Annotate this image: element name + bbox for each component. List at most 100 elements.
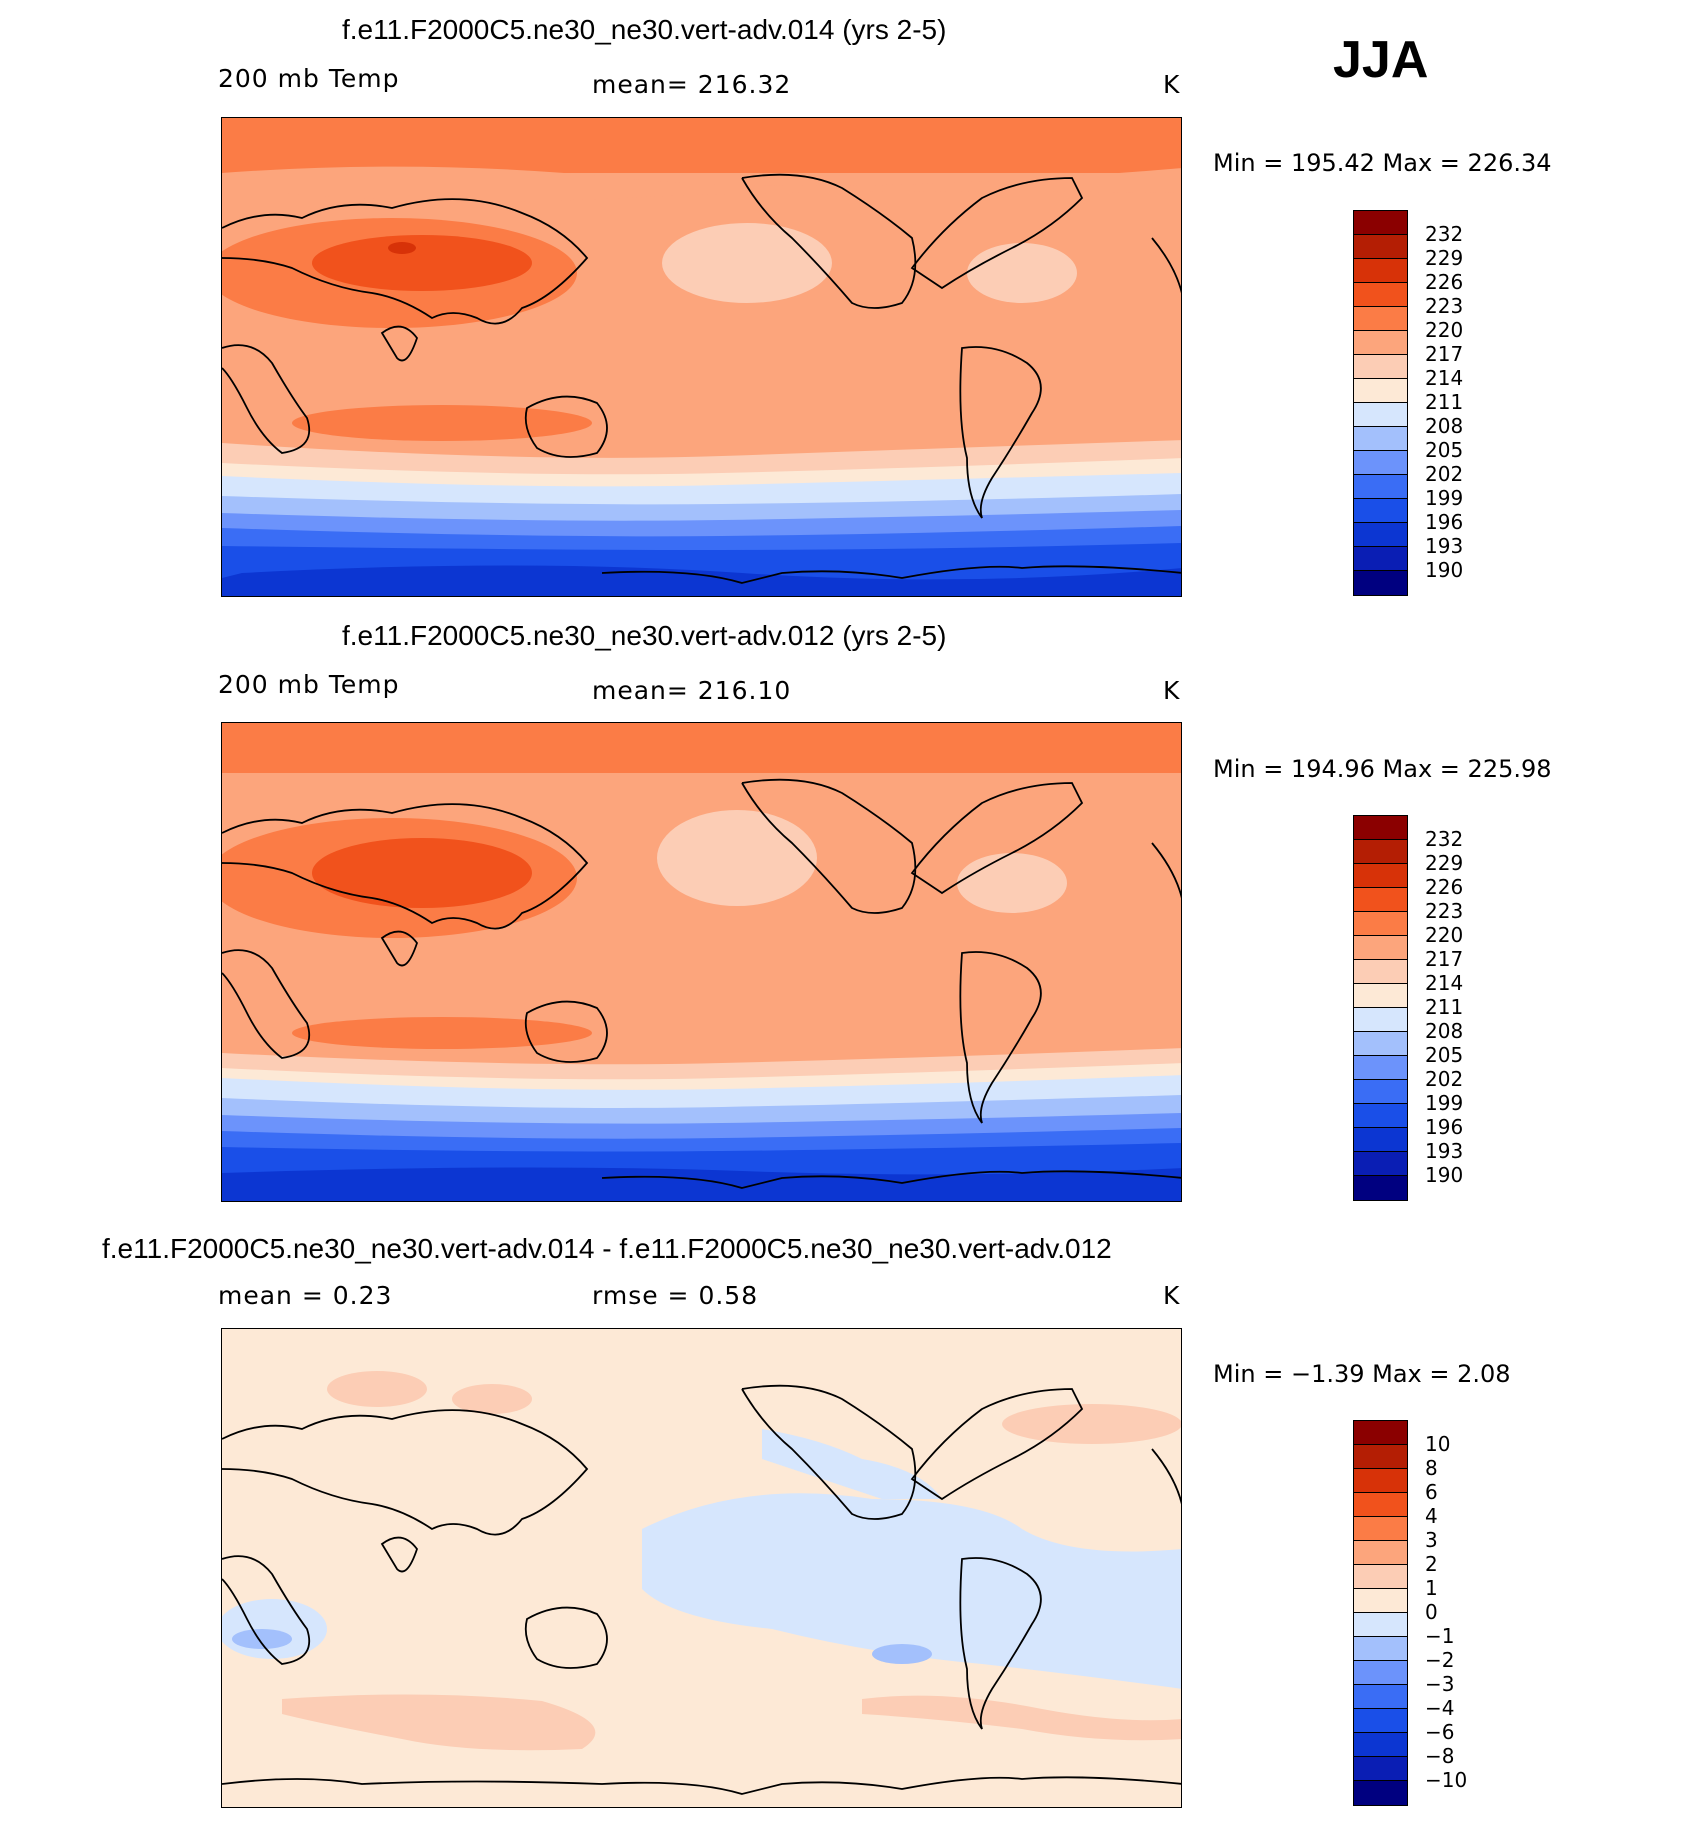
panel-2-pacific-cool	[657, 810, 817, 906]
panel-3-rmse-label: rmse = 0.58	[592, 1281, 759, 1310]
panel-2-mean-label: mean= 216.10	[592, 676, 792, 705]
australia-outline	[524, 1000, 608, 1063]
panel-3-pacific-negative	[642, 1493, 1181, 1689]
panel-2-swatch	[1354, 864, 1407, 888]
antarctica-outline	[222, 1776, 1181, 1795]
panel-1-colorbar-label: 229	[1425, 246, 1464, 270]
panel-2-colorbar-label: 193	[1425, 1139, 1464, 1163]
panel-1-swatch	[1354, 259, 1407, 283]
panel-2-colorbar-label: 199	[1425, 1091, 1464, 1115]
panel-3-southern-positive-2	[862, 1695, 1181, 1741]
panel-1-colorbar-label: 193	[1425, 534, 1464, 558]
panel-1-title: f.e11.F2000C5.ne30_ne30.vert-adv.014 (yr…	[342, 14, 947, 45]
panel-3-colorbar-label: −6	[1425, 1720, 1455, 1744]
panel-1-swatch	[1354, 499, 1407, 523]
panel-1-colorbar-label: 202	[1425, 462, 1464, 486]
panel-3-swatch	[1354, 1781, 1407, 1805]
panel-3-swatch	[1354, 1613, 1407, 1637]
panel-3-colorbar	[1353, 1420, 1408, 1806]
panel-3-continent-outlines	[222, 1384, 1181, 1795]
panel-1-colorbar-label: 217	[1425, 342, 1464, 366]
panel-1-colorbar-label: 232	[1425, 222, 1464, 246]
panel-3-atlantic-positive	[1002, 1404, 1181, 1444]
panel-3-eurasia-positive-1	[327, 1371, 427, 1407]
panel-3-swatch	[1354, 1421, 1407, 1445]
panel-1-swatch	[1354, 355, 1407, 379]
panel-3-swatch	[1354, 1445, 1407, 1469]
panel-1-colorbar-label: 223	[1425, 294, 1464, 318]
europe-edge-outline	[1151, 842, 1181, 899]
panel-2-colorbar-label: 232	[1425, 827, 1464, 851]
africa-outline	[222, 1555, 311, 1665]
panel-2-map	[221, 722, 1182, 1202]
europe-edge-outline	[1151, 1448, 1181, 1505]
south-america-outline	[959, 346, 1042, 519]
panel-2-swatch	[1354, 840, 1407, 864]
panel-1-swatch	[1354, 475, 1407, 499]
panel-1-swatch	[1354, 283, 1407, 307]
panel-2-south-warm	[292, 1017, 592, 1049]
panel-3-mean-label: mean = 0.23	[218, 1281, 393, 1310]
panel-2-colorbar-label: 226	[1425, 875, 1464, 899]
panel-1-swatch	[1354, 427, 1407, 451]
panel-3-swatch	[1354, 1661, 1407, 1685]
panel-2-swatch	[1354, 960, 1407, 984]
panel-2-colorbar-label: 220	[1425, 923, 1464, 947]
panel-3-swatch	[1354, 1517, 1407, 1541]
panel-2-colorbar-label: 214	[1425, 971, 1464, 995]
panel-3-swatch	[1354, 1637, 1407, 1661]
antarctica-outline	[601, 565, 1181, 584]
panel-1-swatch	[1354, 523, 1407, 547]
season-label: JJA	[1333, 31, 1429, 89]
australia-outline	[524, 1606, 608, 1669]
panel-2-colorbar-label: 202	[1425, 1067, 1464, 1091]
panel-2-colorbar-label: 196	[1425, 1115, 1464, 1139]
panel-2-colorbar-label: 208	[1425, 1019, 1464, 1043]
panel-2-units: K	[1163, 676, 1181, 705]
panel-3-colorbar-label: 1	[1425, 1576, 1438, 1600]
panel-3-title: f.e11.F2000C5.ne30_ne30.vert-adv.014 - f…	[102, 1233, 1112, 1264]
panel-1-colorbar-label: 226	[1425, 270, 1464, 294]
panel-2-swatch	[1354, 1056, 1407, 1080]
africa-outline	[222, 344, 311, 454]
panel-2-colorbar-label: 211	[1425, 995, 1464, 1019]
panel-3-southern-positive-1	[282, 1694, 596, 1751]
panel-3-africa-negative-core	[232, 1629, 292, 1649]
panel-1-swatch	[1354, 379, 1407, 403]
panel-3-colorbar-label: 0	[1425, 1600, 1438, 1624]
panel-1-colorbar-label: 190	[1425, 558, 1464, 582]
panel-1-swatch	[1354, 331, 1407, 355]
panel-2-swatch	[1354, 1008, 1407, 1032]
panel-3-swatch	[1354, 1589, 1407, 1613]
panel-2-swatch	[1354, 1128, 1407, 1152]
panel-3-colorbar-label: 4	[1425, 1504, 1438, 1528]
eurasia-outline	[222, 1409, 589, 1536]
panel-2-arctic-warm-band	[222, 723, 1181, 773]
europe-edge-outline	[1151, 237, 1181, 294]
panel-1-variable-label: 200 mb Temp	[218, 64, 400, 93]
panel-3-swatch	[1354, 1685, 1407, 1709]
panel-1-tibet-max	[388, 242, 416, 254]
south-america-outline	[959, 1557, 1042, 1730]
panel-3-colorbar-label: −4	[1425, 1696, 1455, 1720]
panel-1-mid-band	[222, 166, 1181, 202]
panel-3-colorbar-label: −3	[1425, 1672, 1455, 1696]
panel-1-swatch	[1354, 547, 1407, 571]
panel-3-colorbar-label: −10	[1425, 1768, 1468, 1792]
panel-2-swatch	[1354, 936, 1407, 960]
panel-3-pacific-negative-core	[872, 1644, 932, 1664]
panel-2-colorbar-label: 229	[1425, 851, 1464, 875]
panel-3-colorbar-label: 6	[1425, 1480, 1438, 1504]
panel-2-colorbar-label: 190	[1425, 1163, 1464, 1187]
panel-1-map	[221, 117, 1182, 597]
panel-1-swatch	[1354, 451, 1407, 475]
panel-2-swatch	[1354, 912, 1407, 936]
panel-2-swatch	[1354, 984, 1407, 1008]
panel-2-swatch	[1354, 1032, 1407, 1056]
panel-1-atlantic-cool	[967, 243, 1077, 303]
panel-2-minmax: Min = 194.96 Max = 225.98	[1213, 755, 1552, 783]
panel-3-swatch	[1354, 1733, 1407, 1757]
panel-3-na-negative	[762, 1429, 942, 1499]
panel-1-colorbar-label: 199	[1425, 486, 1464, 510]
panel-3-minmax: Min = −1.39 Max = 2.08	[1213, 1360, 1511, 1388]
